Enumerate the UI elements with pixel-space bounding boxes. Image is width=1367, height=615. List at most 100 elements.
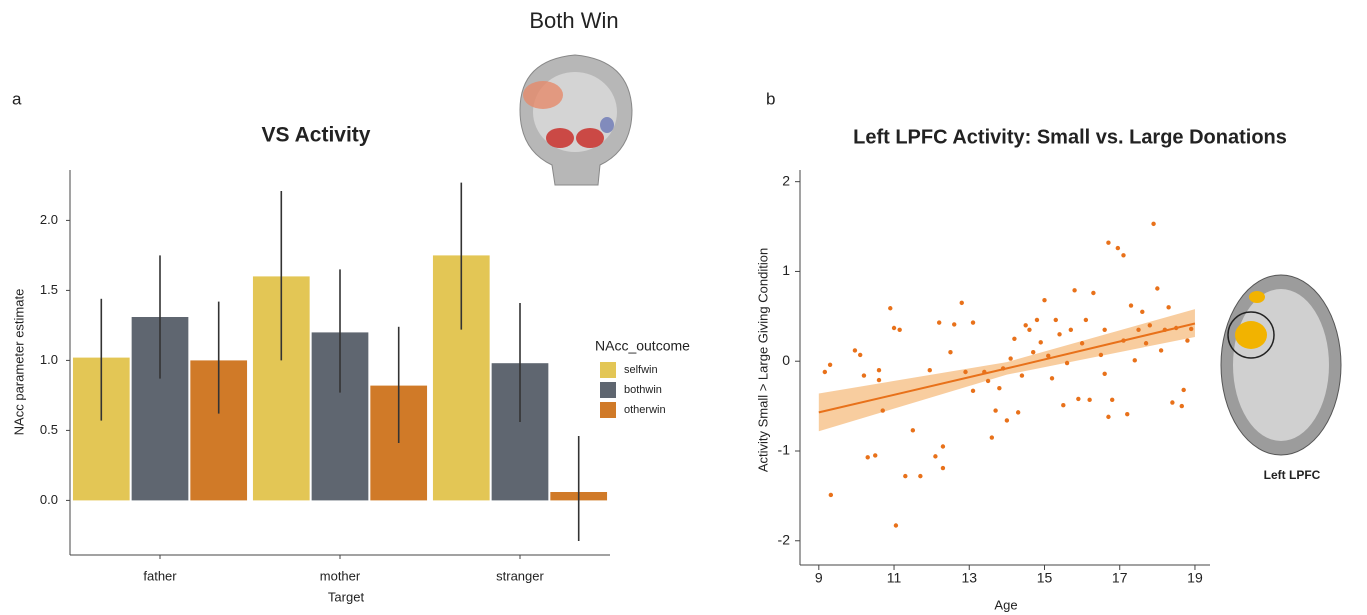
point xyxy=(1091,291,1095,295)
point xyxy=(941,444,945,448)
point xyxy=(1110,398,1114,402)
point xyxy=(873,453,877,457)
y-tick-label: 2.0 xyxy=(40,212,58,227)
point xyxy=(1159,348,1163,352)
point xyxy=(1054,318,1058,322)
point xyxy=(877,368,881,372)
point xyxy=(1065,361,1069,365)
point xyxy=(1174,326,1178,330)
point xyxy=(1023,323,1027,327)
y-axis-label: Activity Small > Large Giving Condition xyxy=(755,248,770,472)
x-tick-label: 19 xyxy=(1187,570,1203,586)
point xyxy=(960,301,964,305)
point xyxy=(881,408,885,412)
y-tick-label: 1.0 xyxy=(40,352,58,367)
point xyxy=(1084,318,1088,322)
point xyxy=(952,322,956,326)
legend-label: bothwin xyxy=(624,384,662,396)
point xyxy=(1042,298,1046,302)
legend-title: NAcc_outcome xyxy=(595,338,690,354)
point xyxy=(937,320,941,324)
point xyxy=(858,353,862,357)
point xyxy=(1170,400,1174,404)
y-tick-label: -2 xyxy=(778,531,791,547)
point xyxy=(1027,328,1031,332)
point xyxy=(1155,286,1159,290)
point xyxy=(1144,341,1148,345)
x-axis-label: Target xyxy=(328,589,365,604)
legend-swatch xyxy=(600,362,616,378)
point xyxy=(1031,350,1035,354)
point xyxy=(1057,332,1061,336)
inset-title: Both Win xyxy=(529,8,618,33)
point xyxy=(903,474,907,478)
brain-inset-b xyxy=(1221,275,1341,455)
x-tick-label: stranger xyxy=(496,568,544,583)
point xyxy=(897,328,901,332)
point xyxy=(1106,415,1110,419)
brain-inset-a xyxy=(520,55,632,185)
point xyxy=(1076,397,1080,401)
point xyxy=(1140,310,1144,314)
point xyxy=(823,370,827,374)
point xyxy=(1189,327,1193,331)
point xyxy=(1046,354,1050,358)
point xyxy=(1148,323,1152,327)
point xyxy=(877,378,881,382)
x-tick-label: father xyxy=(143,568,177,583)
figure: aBoth WinVS Activity0.00.51.01.52.0fathe… xyxy=(0,0,1367,615)
point xyxy=(1136,328,1140,332)
point xyxy=(982,370,986,374)
legend-label: otherwin xyxy=(624,404,666,416)
point xyxy=(1008,356,1012,360)
y-tick-label: 0.5 xyxy=(40,422,58,437)
point xyxy=(941,466,945,470)
point xyxy=(853,348,857,352)
x-tick-label: mother xyxy=(320,568,361,583)
y-tick-label: 2 xyxy=(782,172,790,188)
y-tick-label: 1 xyxy=(782,262,790,278)
point xyxy=(911,428,915,432)
point xyxy=(1005,418,1009,422)
x-tick-label: 13 xyxy=(961,570,977,586)
point xyxy=(1181,388,1185,392)
legend-swatch xyxy=(600,402,616,418)
point xyxy=(892,326,896,330)
point xyxy=(866,455,870,459)
point xyxy=(1061,403,1065,407)
point xyxy=(1012,337,1016,341)
point xyxy=(1020,373,1024,377)
point xyxy=(971,389,975,393)
y-tick-label: 0.0 xyxy=(40,492,58,507)
x-axis-label: Age xyxy=(994,597,1017,612)
point xyxy=(1069,328,1073,332)
point xyxy=(1099,353,1103,357)
point xyxy=(1185,338,1189,342)
x-tick-label: 17 xyxy=(1112,570,1128,586)
y-axis-label: NAcc parameter estimate xyxy=(11,289,26,436)
point xyxy=(1129,303,1133,307)
legend-label: selfwin xyxy=(624,364,658,376)
point xyxy=(918,474,922,478)
point xyxy=(1072,288,1076,292)
point xyxy=(829,493,833,497)
point xyxy=(948,350,952,354)
x-tick-label: 15 xyxy=(1037,570,1053,586)
panel-label: b xyxy=(766,89,775,108)
point xyxy=(1121,338,1125,342)
point xyxy=(997,386,1001,390)
inset-label: Left LPFC xyxy=(1264,468,1321,482)
y-tick-label: -1 xyxy=(778,442,791,458)
y-tick-label: 0 xyxy=(782,352,790,368)
point xyxy=(1035,318,1039,322)
point xyxy=(1080,341,1084,345)
legend-swatch xyxy=(600,382,616,398)
point xyxy=(1106,241,1110,245)
point xyxy=(1180,404,1184,408)
point xyxy=(1087,398,1091,402)
point xyxy=(1050,376,1054,380)
point xyxy=(1133,358,1137,362)
panel-label: a xyxy=(12,89,22,108)
x-tick-label: 9 xyxy=(815,570,823,586)
point xyxy=(1116,246,1120,250)
